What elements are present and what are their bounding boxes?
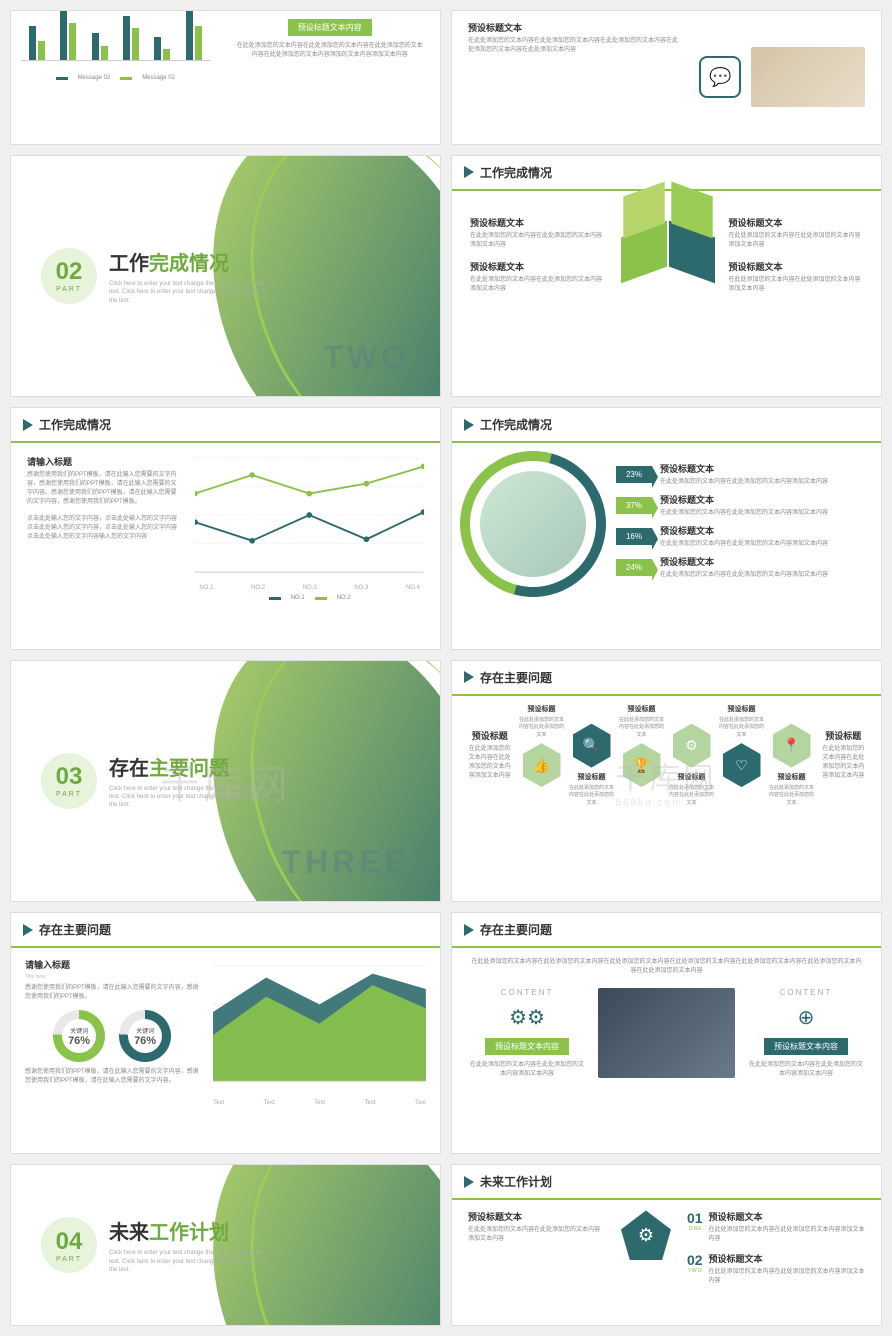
slide-content-row: 存在主要问题 在此处添加您的文本内容在此处添加您的文本内容在此处添加您的文本内容… <box>451 912 882 1154</box>
photo-placeholder <box>751 47 865 107</box>
circular-photo <box>468 459 598 589</box>
section-03: 千库网 03PART 存在主要问题 Click here to enter yo… <box>10 660 441 902</box>
hex-icon: 📍 <box>773 724 811 768</box>
slide-future: 未来工作计划 预设标题文本 在此处添加您的文本内容在此处添加您的文本内容添加文本… <box>451 1164 882 1326</box>
section-04: 04PART 未来工作计划 Click here to enter your t… <box>10 1164 441 1326</box>
bar-body: 在此处添加您的文本内容在此处添加您的文本内容在此处添加您的文本内容在此处添加您的… <box>236 42 425 60</box>
hex-icon: ⚙ <box>673 724 711 768</box>
section-02: 02 PART 工作完成情况 Click here to enter your … <box>10 155 441 397</box>
speech-icon: 💬 <box>699 56 741 98</box>
photo-placeholder <box>598 988 735 1078</box>
section-num: 02 PART <box>41 248 97 304</box>
hex-icon: 👍 <box>523 743 561 787</box>
hex-icon: ♡ <box>723 743 761 787</box>
hex-icon: 🔍 <box>573 724 611 768</box>
slide-top-right-partial: 预设标题文本 在此处添加您的文本内容在此处添加您的文本内容在此处添加您的文本内容… <box>451 10 882 145</box>
slide-line-chart: 工作完成情况 请输入标题 感谢您使用我们的PPT模板，请在此输入您需要的文字内容… <box>10 407 441 649</box>
slide-cube: 工作完成情况 预设标题文本 在此处添加您的文本内容在此处添加您的文本内容添加文本… <box>451 155 882 397</box>
slide-bar-partial: Message 02 Message 02 预设标题文本内容 在此处添加您的文本… <box>10 10 441 145</box>
globe-icon: ⊕ <box>749 1005 863 1030</box>
bar-tag: 预设标题文本内容 <box>288 19 372 36</box>
gear-icon: ⚙⚙ <box>470 1005 584 1030</box>
pentagon-icon: ⚙ <box>621 1210 671 1260</box>
bar-chart <box>21 15 210 71</box>
slide-donut-area: 存在主要问题 请输入标题 Title here 感谢您使用我们的PPT模板，请在… <box>10 912 441 1154</box>
slide-pct: 工作完成情况 23%预设标题文本在此处添加您的文本内容在此处添加您的文本内容添加… <box>451 407 882 649</box>
hex-icon: 🏆 <box>623 743 661 787</box>
cube-graphic <box>617 205 717 305</box>
block-sub: 预设标题文本 <box>468 21 683 34</box>
bar-legend: Message 02 Message 02 <box>21 75 210 81</box>
slide-hex: 存在主要问题 千库网588ku.com 预设标题 在此处添加您的文本内容在此处添… <box>451 660 882 902</box>
